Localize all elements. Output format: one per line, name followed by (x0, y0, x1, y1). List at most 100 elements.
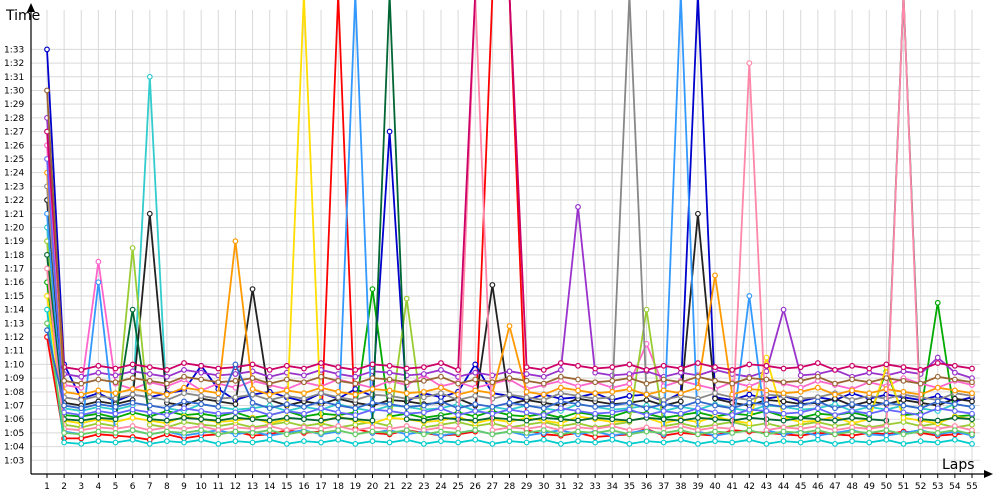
data-point (866, 416, 873, 423)
data-point (249, 399, 256, 406)
data-point (249, 375, 256, 382)
data-point (164, 373, 170, 380)
data-point (866, 398, 873, 405)
data-point (129, 368, 136, 375)
data-point (917, 405, 924, 412)
data-point (609, 416, 616, 423)
data-point (695, 405, 701, 412)
data-point (969, 365, 975, 372)
x-tick-label: 53 (932, 482, 943, 492)
data-point (146, 210, 153, 217)
data-point (763, 354, 770, 361)
x-tick-label: 48 (846, 482, 858, 492)
x-tick-label: 17 (315, 482, 326, 492)
data-point (266, 391, 273, 398)
data-point (112, 410, 119, 417)
y-tick-label: 1:12 (4, 333, 24, 343)
data-point (523, 430, 530, 436)
y-tick-label: 1:11 (4, 347, 24, 357)
data-point (112, 390, 119, 397)
data-point (129, 375, 136, 382)
data-point (832, 405, 838, 412)
data-point (729, 412, 736, 419)
data-point (181, 390, 187, 397)
data-point (78, 367, 85, 373)
data-point (301, 428, 307, 435)
data-point (386, 439, 393, 446)
x-axis-arrow (984, 470, 993, 478)
data-point (575, 408, 581, 414)
data-point (249, 416, 256, 423)
y-tick-label: 1:03 (4, 456, 24, 466)
x-tick-label: 41 (726, 482, 737, 492)
data-point (283, 440, 290, 447)
data-point (866, 403, 873, 410)
series-lines (44, 0, 975, 447)
data-point (814, 373, 821, 380)
data-point (712, 395, 718, 402)
x-tick-label: 49 (863, 482, 875, 492)
data-point (780, 438, 787, 445)
data-point (301, 395, 307, 402)
data-point (832, 380, 838, 387)
data-point (403, 436, 410, 443)
data-point (420, 377, 427, 384)
data-point (283, 401, 290, 408)
data-point (181, 398, 187, 405)
x-tick-label: 12 (230, 482, 241, 492)
data-point (695, 210, 701, 217)
data-point (198, 393, 205, 399)
data-point (900, 440, 907, 447)
data-point (849, 376, 855, 383)
data-point (181, 373, 187, 380)
data-point (643, 405, 650, 412)
x-tick-label: 46 (812, 482, 824, 492)
data-point (866, 439, 873, 446)
data-point (660, 430, 667, 436)
data-point (969, 403, 975, 410)
data-point (472, 401, 479, 408)
data-point (44, 265, 50, 272)
data-point (146, 394, 153, 401)
data-point (129, 427, 136, 434)
y-tick-label: 1:09 (4, 374, 24, 384)
data-point (900, 409, 907, 416)
data-point (352, 391, 359, 398)
data-point (506, 399, 513, 406)
data-point (335, 414, 342, 421)
data-point (352, 431, 359, 438)
x-tick-label: 24 (435, 482, 447, 492)
data-point (557, 398, 564, 405)
data-point (266, 436, 273, 443)
data-point (420, 388, 427, 395)
data-point (746, 60, 753, 66)
y-tick-label: 1:26 (4, 141, 24, 151)
data-point (832, 431, 838, 438)
y-tick-label: 1:32 (4, 59, 24, 69)
data-point (677, 403, 684, 410)
x-tick-label: 27 (487, 482, 498, 492)
data-point (95, 414, 102, 421)
data-point (198, 362, 205, 369)
data-point (814, 416, 821, 423)
data-point (832, 440, 838, 447)
data-point (866, 365, 873, 372)
x-tick-label: 42 (744, 482, 755, 492)
data-point (198, 387, 205, 394)
data-point (677, 436, 684, 443)
data-point (318, 405, 324, 412)
x-tick-label: 52 (915, 482, 926, 492)
data-point (438, 428, 444, 435)
data-point (660, 401, 667, 408)
data-point (95, 428, 102, 435)
data-point (763, 401, 770, 408)
data-point (369, 375, 376, 382)
data-point (455, 405, 462, 412)
x-tick-label: 51 (898, 482, 909, 492)
data-point (523, 394, 530, 401)
data-point (506, 428, 513, 435)
data-point (403, 416, 410, 423)
data-point (712, 409, 718, 416)
series-18 (44, 320, 975, 438)
data-point (215, 431, 222, 438)
